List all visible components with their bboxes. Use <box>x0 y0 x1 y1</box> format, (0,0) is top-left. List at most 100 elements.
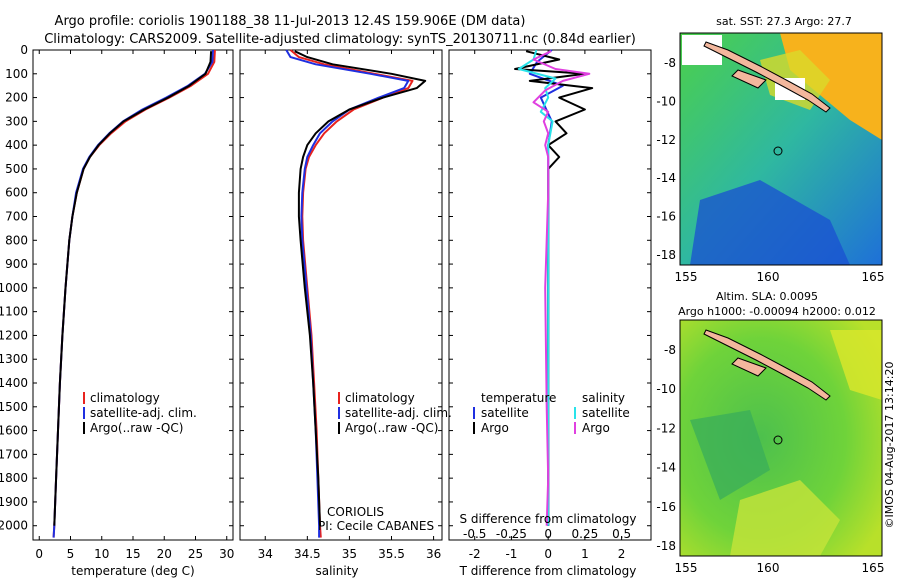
difference-axes <box>448 49 652 541</box>
difference-legend: temperature satellite Argo salinity sate… <box>473 391 630 435</box>
s-tick-label: 0 <box>544 527 552 541</box>
x-tick-label: 0 <box>544 547 552 561</box>
figure-title-line2: Climatology: CARS2009. Satellite-adjuste… <box>44 32 636 47</box>
s-tick-label: -0.5 <box>463 527 486 541</box>
depth-tick-label: 1500 <box>0 400 28 414</box>
depth-tick-label: 2000 <box>0 519 28 533</box>
x-tick-label: 34 <box>258 547 273 561</box>
island-landmass <box>731 69 767 89</box>
depth-tick-label: 1400 <box>0 376 28 390</box>
depth-tick-label: 500 <box>5 162 28 176</box>
legend-label-s-satellite: satellite <box>582 406 630 420</box>
sla-map-title-line1: Altim. SLA: 0.0095 <box>716 290 818 303</box>
sla-high-region <box>730 480 840 556</box>
temperature-tick-labels: 0 5 10 15 20 25 30 <box>35 547 234 561</box>
s-tick-label: 0.5 <box>612 527 631 541</box>
sla-map-title-line2: Argo h1000: -0.00094 h2000: 0.012 <box>678 305 876 318</box>
legend-label-climatology: climatology <box>345 391 415 405</box>
solomon-islands-landmass <box>703 329 831 401</box>
t-difference-tick-labels: -2 -1 0 1 2 <box>469 547 626 561</box>
depth-tick-label: 400 <box>5 138 28 152</box>
t-difference-axis-label: T difference from climatology <box>459 564 637 578</box>
series-line-salinity-satellite <box>517 49 557 526</box>
series-line-climatology <box>52 49 216 538</box>
longitude-tick-label: 155 <box>675 561 698 575</box>
depth-tick-label: 800 <box>5 233 28 247</box>
depth-tick-label: 700 <box>5 210 28 224</box>
s-tick-label: 0.25 <box>572 527 599 541</box>
latitude-tick-label: -18 <box>656 248 676 262</box>
x-tick-label: 5 <box>67 547 75 561</box>
salinity-axes <box>239 49 443 541</box>
series-line-satellite-adj-clim- <box>52 49 214 538</box>
latitude-tick-label: -16 <box>656 500 676 514</box>
latitude-tick-label: -12 <box>656 133 676 147</box>
depth-tick-labels: 0 100 200 300 400 500 600 700 800 900 1000 1100 1200… <box>0 43 28 533</box>
island-landmass <box>731 357 767 377</box>
x-tick-label: 1 <box>581 547 589 561</box>
depth-tick-label: 900 <box>5 257 28 271</box>
longitude-tick-label: 160 <box>757 561 780 575</box>
latitude-tick-label: -14 <box>656 461 676 475</box>
depth-tick-label: 600 <box>5 186 28 200</box>
imos-credit: ©IMOS 04-Aug-2017 13:14:20 <box>883 362 896 529</box>
sst-map-frame <box>679 32 883 266</box>
x-tick-label: 35.5 <box>378 547 405 561</box>
x-tick-label: 36 <box>426 547 441 561</box>
depth-tick-label: 100 <box>5 67 28 81</box>
series-line-salinity-argo <box>532 50 591 526</box>
salinity-tick-labels: 34 34.5 35 35.5 36 <box>258 547 442 561</box>
latitude-tick-label: -8 <box>664 343 676 357</box>
legend-label-argo: Argo(..raw -QC) <box>345 421 438 435</box>
sla-high-region <box>830 330 882 400</box>
depth-tick-label: 300 <box>5 114 28 128</box>
latitude-tick-label: -18 <box>656 539 676 553</box>
legend-label-t-argo: Argo <box>481 421 509 435</box>
institution-label: CORIOLIS <box>327 505 384 519</box>
figure-title-line1: Argo profile: coriolis 1901188_38 11-Jul… <box>55 14 526 29</box>
legend-label-s-argo: Argo <box>582 421 610 435</box>
salinity-legend: climatology satellite-adj. clim. Argo(..… <box>338 391 452 435</box>
longitude-tick-label: 165 <box>862 270 885 284</box>
series-line-argo-raw-qc- <box>53 51 213 526</box>
sst-map-title: sat. SST: 27.3 Argo: 27.7 <box>716 15 852 28</box>
depth-tick-label: 1300 <box>0 352 28 366</box>
legend-heading-salinity: salinity <box>582 391 625 405</box>
x-tick-label: 2 <box>618 547 626 561</box>
sla-map-frame <box>679 319 883 557</box>
depth-tick-label: 1000 <box>0 281 28 295</box>
s-difference-axis-label: S difference from climatology <box>460 512 637 526</box>
longitude-tick-label: 155 <box>675 270 698 284</box>
latitude-tick-label: -8 <box>664 56 676 70</box>
sla-map-tick-labels: 155 160 165 -8 -10 -12 -14 -16 -18 <box>656 343 884 575</box>
argo-float-position-marker <box>773 146 783 156</box>
latitude-tick-label: -10 <box>656 382 676 396</box>
x-tick-label: 34.5 <box>294 547 321 561</box>
legend-label-satellite: satellite-adj. clim. <box>90 406 197 420</box>
depth-tick-label: 1200 <box>0 328 28 342</box>
s-tick-label: -0.25 <box>496 527 527 541</box>
sla-low-region <box>690 410 770 500</box>
series-line-climatology <box>289 49 414 538</box>
x-tick-label: -2 <box>469 547 481 561</box>
legend-label-argo: Argo(..raw -QC) <box>90 421 183 435</box>
solomon-islands-landmass <box>703 41 831 113</box>
latitude-tick-label: -10 <box>656 94 676 108</box>
pi-label: PI: Cecile CABANES <box>318 519 434 533</box>
salinity-axis-label: salinity <box>315 564 358 578</box>
x-tick-label: 15 <box>125 547 140 561</box>
temperature-legend: climatology satellite-adj. clim. Argo(..… <box>83 391 197 435</box>
x-ticks <box>38 50 623 540</box>
depth-tick-label: 1800 <box>0 471 28 485</box>
depth-tick-label: 1100 <box>0 305 28 319</box>
x-tick-label: 35 <box>342 547 357 561</box>
legend-heading-temperature: temperature <box>481 391 556 405</box>
legend-label-climatology: climatology <box>90 391 160 405</box>
latitude-tick-label: -12 <box>656 421 676 435</box>
x-tick-label: 10 <box>94 547 109 561</box>
legend-label-t-satellite: satellite <box>481 406 529 420</box>
latitude-tick-label: -14 <box>656 171 676 185</box>
x-tick-label: 0 <box>35 547 43 561</box>
x-tick-label: 25 <box>188 547 203 561</box>
